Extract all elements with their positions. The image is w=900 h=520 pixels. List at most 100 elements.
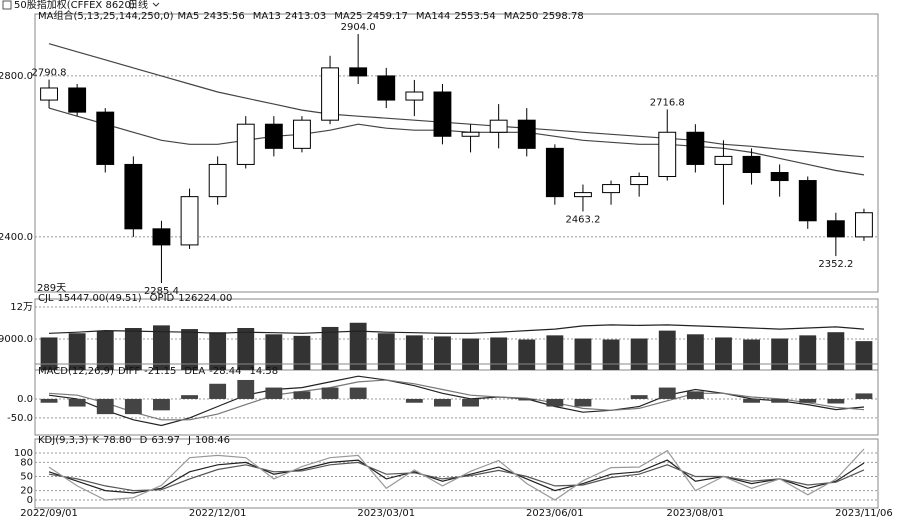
bar xyxy=(630,338,648,370)
candle-body xyxy=(349,67,368,77)
bar xyxy=(153,398,170,411)
bar xyxy=(462,398,479,407)
bar xyxy=(574,398,592,407)
bar xyxy=(658,387,676,399)
bar xyxy=(96,398,114,415)
low-label: 2463.2 xyxy=(565,214,600,225)
bar xyxy=(771,338,789,370)
candle-body xyxy=(855,212,873,238)
bar xyxy=(153,325,170,370)
bar xyxy=(462,338,479,370)
bar xyxy=(377,333,395,370)
x-tick-label: 2023/08/01 xyxy=(667,508,725,519)
bar xyxy=(546,398,564,407)
y-tick-label: 12万 xyxy=(10,302,33,313)
legend-value: -21.15 xyxy=(144,366,176,377)
line xyxy=(48,379,865,421)
legend-value: 14.58 xyxy=(249,366,278,377)
candle-body xyxy=(377,75,396,101)
candle-body xyxy=(686,131,705,165)
candle-body xyxy=(208,163,227,198)
bar xyxy=(293,335,311,370)
legend-value: 63.97 xyxy=(151,435,180,446)
candle-body xyxy=(517,119,536,149)
legend-name: K xyxy=(92,435,99,446)
legend-name: DIFF xyxy=(118,366,140,377)
high-label: 2716.8 xyxy=(650,97,685,108)
candle-body xyxy=(433,91,452,137)
candle-body xyxy=(96,111,115,165)
y-tick-label: -50.0 xyxy=(7,413,33,424)
low-label: 2285.4 xyxy=(144,286,179,297)
bar xyxy=(602,339,620,370)
bar xyxy=(574,338,592,370)
legend-value: 2435.56 xyxy=(203,11,244,22)
low-label: 2352.2 xyxy=(818,259,853,270)
legend-value: 15447.00(49.51) xyxy=(58,293,142,304)
bar xyxy=(518,398,536,401)
candle-body xyxy=(68,87,87,113)
bar xyxy=(715,337,732,370)
bar xyxy=(686,391,704,399)
legend-value: 126224.00 xyxy=(178,293,232,304)
legend-value: 2598.78 xyxy=(542,11,583,22)
candle-body xyxy=(40,87,58,101)
line xyxy=(48,448,865,501)
panel-frame xyxy=(34,13,879,293)
legend-title: MACD(12,26,9) xyxy=(38,366,114,377)
bar xyxy=(686,334,704,370)
bar xyxy=(181,329,198,370)
bar xyxy=(265,387,283,399)
y-tick-label: 59000.0 xyxy=(0,334,33,345)
bar xyxy=(349,387,367,399)
candle-body xyxy=(264,123,283,149)
candle-body xyxy=(602,184,620,194)
x-tick-label: 2022/09/01 xyxy=(20,508,78,519)
y-tick-label: 0.0 xyxy=(17,394,33,405)
bar xyxy=(630,395,648,399)
line xyxy=(48,107,865,176)
high-label: 2790.8 xyxy=(32,68,67,79)
candle-body xyxy=(405,91,424,101)
candle-body xyxy=(293,119,311,149)
candle-body xyxy=(180,196,199,246)
legend-name: MA144 xyxy=(416,11,451,22)
x-tick-label: 2023/11/06 xyxy=(835,508,893,519)
bar xyxy=(743,398,760,403)
legend-name: DEA xyxy=(184,366,205,377)
instrument-title[interactable]: 50股指加权(CFFEX 8620) xyxy=(14,0,135,11)
candle-body xyxy=(124,163,143,230)
bar xyxy=(237,328,255,370)
bar xyxy=(321,387,339,399)
note: 289天 xyxy=(37,283,66,294)
bar xyxy=(405,398,423,403)
bar xyxy=(799,398,817,403)
bar xyxy=(68,398,86,407)
high-label: 2904.0 xyxy=(341,22,376,33)
dropdown-arrow[interactable] xyxy=(152,2,160,7)
bar xyxy=(771,398,789,403)
candle-body xyxy=(826,220,845,238)
bar xyxy=(321,326,339,370)
y-tick-label: 0 xyxy=(27,495,33,506)
legend-value: 78.80 xyxy=(103,435,132,446)
bar xyxy=(124,328,142,370)
legend-value: 2459.17 xyxy=(366,11,407,22)
candle-body xyxy=(770,171,789,182)
bar xyxy=(434,336,451,370)
legend-name: MA13 xyxy=(253,11,281,22)
bar xyxy=(293,391,311,399)
candle-body xyxy=(742,155,761,173)
period-selector[interactable]: 日线 xyxy=(128,0,148,11)
legend-title: MA组合(5,13,25,144,250,0) xyxy=(38,9,174,22)
bar xyxy=(209,332,227,370)
panel-frame xyxy=(34,363,879,436)
y-tick-label: 20 xyxy=(20,486,33,497)
x-tick-label: 2022/12/01 xyxy=(189,508,247,519)
bar xyxy=(40,398,58,403)
line xyxy=(48,324,865,334)
menu-icon[interactable] xyxy=(2,0,12,10)
bar xyxy=(658,330,676,370)
